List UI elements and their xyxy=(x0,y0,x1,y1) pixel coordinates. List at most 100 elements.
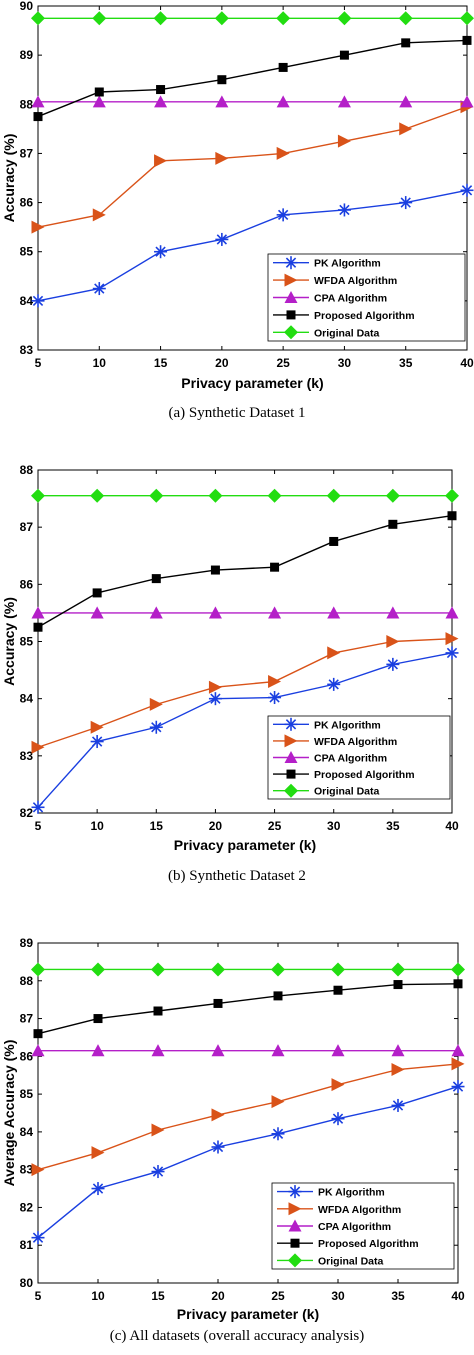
data-point xyxy=(445,632,459,646)
y-axis-label: Average Accuracy (%) xyxy=(1,1040,17,1187)
data-point xyxy=(31,220,45,234)
figure-caption: (c) All datasets (overall accuracy analy… xyxy=(110,1328,364,1344)
data-point xyxy=(271,962,285,977)
x-tick-label: 10 xyxy=(93,356,107,370)
data-point xyxy=(460,183,474,197)
data-point xyxy=(393,980,403,990)
data-point xyxy=(90,488,105,503)
y-tick-label: 87 xyxy=(20,146,34,160)
legend: PK Algorithm WFDA Algorithm CPA Algorithm P… xyxy=(267,715,451,800)
legend-marker xyxy=(290,1238,300,1248)
data-point xyxy=(271,1044,285,1057)
data-point xyxy=(271,1095,285,1109)
data-point xyxy=(213,998,223,1008)
data-point xyxy=(31,1044,45,1057)
legend: PK Algorithm WFDA Algorithm CPA Algorithm P… xyxy=(271,1182,455,1270)
series-line xyxy=(37,652,453,808)
legend-marker xyxy=(286,769,296,779)
y-tick-label: 81 xyxy=(20,1238,34,1252)
data-point xyxy=(386,606,400,619)
data-point xyxy=(33,622,43,632)
data-point xyxy=(267,488,282,503)
data-point xyxy=(90,606,104,619)
data-point xyxy=(391,1044,405,1057)
y-tick-label: 83 xyxy=(20,343,34,357)
x-tick-label: 35 xyxy=(386,819,400,833)
series-proposed-algorithm xyxy=(33,979,463,1039)
legend-label: WFDA Algorithm xyxy=(314,736,397,748)
data-point xyxy=(151,962,165,977)
data-point xyxy=(398,11,413,26)
series-line xyxy=(37,106,468,228)
legend-label: Original Data xyxy=(314,786,380,798)
y-tick-label: 85 xyxy=(20,635,34,649)
data-point xyxy=(399,196,413,210)
y-tick-label: 84 xyxy=(20,294,34,308)
x-tick-label: 20 xyxy=(209,819,223,833)
data-point xyxy=(273,991,283,1001)
data-point xyxy=(151,1165,165,1179)
data-point xyxy=(149,606,163,619)
legend-marker xyxy=(288,1185,302,1199)
data-point xyxy=(91,1044,105,1057)
data-point xyxy=(31,800,45,814)
data-point xyxy=(149,697,163,711)
data-point xyxy=(94,87,104,97)
data-point xyxy=(386,635,400,648)
series-pk-algorithm xyxy=(31,1080,465,1245)
series-wfda-algorithm xyxy=(31,1057,465,1177)
data-point xyxy=(211,1108,225,1122)
y-axis-label: Accuracy (%) xyxy=(1,597,17,686)
legend-marker xyxy=(288,1219,302,1232)
y-tick-label: 84 xyxy=(20,692,34,706)
data-point xyxy=(331,1078,345,1092)
series-original-data xyxy=(31,11,474,26)
data-point xyxy=(31,606,45,619)
data-point xyxy=(326,488,341,503)
data-point xyxy=(31,740,45,754)
data-point xyxy=(151,1123,165,1137)
data-point xyxy=(339,50,349,60)
y-tick-label: 83 xyxy=(20,749,34,763)
legend-marker xyxy=(284,751,298,764)
chart-panel-1: 5 10 15 20 25 30 35 40 83 84 85 86 87 88 89 90 Privacy p… xyxy=(1,0,474,421)
data-point xyxy=(331,1112,345,1126)
data-point xyxy=(447,511,457,521)
data-point xyxy=(93,1014,103,1024)
data-point xyxy=(451,1044,465,1057)
legend-label: CPA Algorithm xyxy=(314,293,387,305)
data-point xyxy=(208,488,223,503)
data-point xyxy=(92,95,106,108)
legend-marker xyxy=(284,717,298,731)
data-point xyxy=(333,985,343,995)
data-point xyxy=(31,1231,45,1245)
x-tick-label: 30 xyxy=(327,819,341,833)
data-point xyxy=(268,675,282,689)
legend-label: PK Algorithm xyxy=(318,1187,385,1199)
chart-panel-3: 5 10 15 20 25 30 35 40 80 81 82 83 84 85 86 87 88 89 Priva… xyxy=(1,936,465,1344)
x-tick-label: 30 xyxy=(331,1289,345,1303)
legend-label: PK Algorithm xyxy=(314,719,381,731)
data-point xyxy=(388,519,398,529)
data-point xyxy=(92,208,106,222)
data-point xyxy=(217,75,227,85)
legend-label: Proposed Algorithm xyxy=(318,1238,419,1250)
data-point xyxy=(268,606,282,619)
y-tick-label: 90 xyxy=(20,0,34,13)
data-point xyxy=(154,154,168,168)
data-point xyxy=(399,95,413,108)
x-tick-label: 40 xyxy=(445,819,459,833)
data-point xyxy=(453,979,463,989)
series-wfda-algorithm xyxy=(31,632,459,754)
data-point xyxy=(215,151,229,165)
legend-marker xyxy=(284,734,298,748)
y-tick-label: 88 xyxy=(20,97,34,111)
data-point xyxy=(337,95,351,108)
data-point xyxy=(329,536,339,546)
x-tick-label: 40 xyxy=(451,1289,465,1303)
legend-label: Proposed Algorithm xyxy=(314,769,415,781)
data-point xyxy=(214,11,229,26)
data-point xyxy=(210,565,220,575)
x-tick-label: 35 xyxy=(391,1289,405,1303)
y-tick-label: 87 xyxy=(20,520,34,534)
